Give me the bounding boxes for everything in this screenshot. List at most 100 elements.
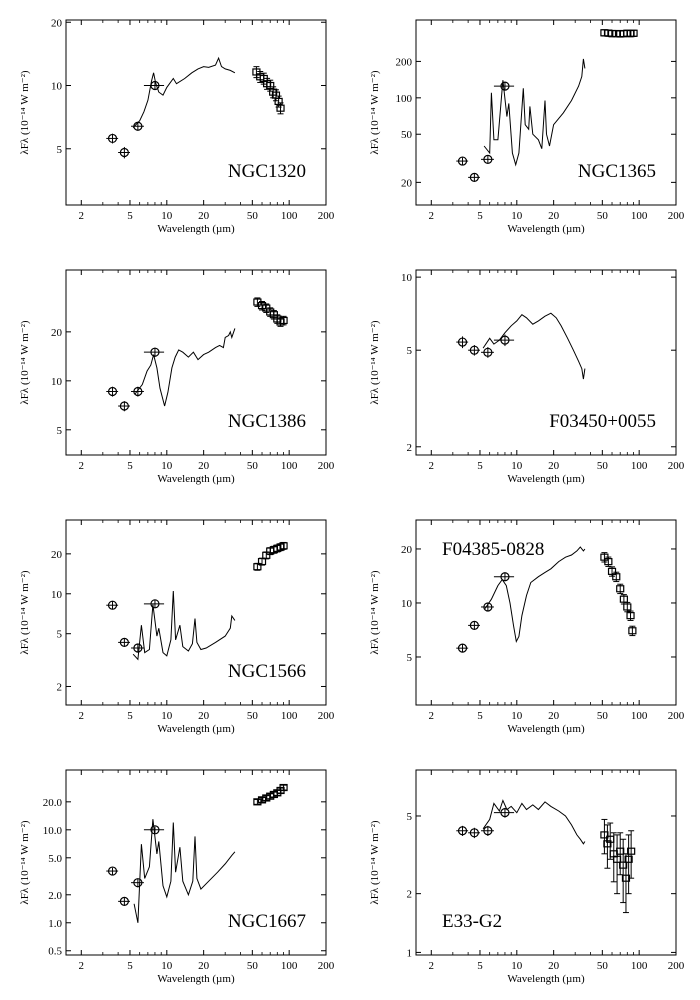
- x-tick-label: 5: [127, 710, 133, 722]
- y-tick-label: 5: [407, 811, 413, 823]
- y-axis-label: λFλ (10⁻¹⁴ W m⁻²): [369, 820, 381, 904]
- far-ir-point: [257, 796, 267, 804]
- far-ir-point: [612, 571, 621, 583]
- y-tick-label: 100: [396, 93, 413, 105]
- plot-frame: [415, 519, 677, 706]
- x-tick-label: 20: [548, 960, 560, 972]
- x-axis-label: Wavelength (µm): [157, 973, 235, 985]
- photometry-point: [481, 825, 494, 836]
- panel-ngc1667: 2 5 10 20 50 100 200 0.5 1.0 2.0 5.0 10.0 20.0 Wavele…: [19, 769, 335, 985]
- far-ir-point: [253, 798, 262, 806]
- x-tick-label: 5: [127, 960, 133, 972]
- photometry-point: [131, 878, 144, 888]
- far-ir-marker: [616, 585, 625, 593]
- y-tick-label: 5.0: [48, 853, 62, 865]
- y-tick-label: 5: [57, 629, 63, 641]
- photometry-point: [143, 80, 165, 91]
- y-tick-label: 20: [51, 17, 63, 29]
- x-axis-label: Wavelength (µm): [157, 223, 235, 235]
- x-tick-label: 2: [79, 460, 85, 472]
- far-ir-marker: [629, 29, 638, 37]
- point-marker: [457, 156, 468, 166]
- point-marker: [133, 121, 143, 131]
- photometry-point: [131, 386, 144, 397]
- far-ir-point: [629, 29, 638, 37]
- photometry-point: [118, 146, 130, 159]
- photometry-point: [481, 602, 494, 612]
- point-marker: [107, 600, 118, 610]
- spectrum-line: [132, 56, 236, 129]
- y-tick-label: 5: [57, 425, 63, 437]
- y-tick-label: 10: [51, 589, 63, 601]
- far-ir-point: [279, 315, 288, 326]
- x-tick-label: 200: [318, 460, 335, 472]
- point-marker: [500, 335, 510, 345]
- y-tick-label: 50: [401, 129, 413, 141]
- photometry-point: [118, 896, 130, 906]
- far-ir-marker: [604, 558, 613, 566]
- far-ir-point: [279, 783, 288, 792]
- far-ir-point: [276, 102, 285, 115]
- far-ir-marker: [607, 29, 617, 38]
- x-axis-label: Wavelength (µm): [507, 473, 585, 485]
- point-marker: [107, 133, 118, 144]
- photometry-point: [456, 156, 469, 166]
- x-tick-label: 100: [631, 710, 648, 722]
- far-ir-marker: [616, 847, 625, 855]
- spectrum-line: [483, 58, 586, 167]
- x-tick-label: 2: [429, 460, 435, 472]
- photometry-point: [118, 637, 130, 647]
- far-ir-point: [627, 830, 636, 879]
- far-ir-marker: [274, 97, 283, 106]
- y-tick-label: 2: [407, 442, 413, 454]
- object-name-label: F03450+0055: [549, 411, 656, 432]
- x-tick-label: 20: [198, 460, 210, 472]
- photometry-point: [468, 620, 480, 630]
- x-tick-label: 100: [631, 960, 648, 972]
- far-ir-point: [607, 566, 617, 577]
- point-marker: [500, 81, 510, 91]
- x-tick-label: 5: [477, 960, 483, 972]
- y-tick-label: 1.0: [48, 918, 62, 930]
- far-ir-marker: [257, 796, 267, 804]
- far-ir-marker: [623, 603, 632, 611]
- far-ir-marker: [603, 840, 612, 848]
- spectrum-line: [482, 799, 586, 845]
- photometry-point: [131, 121, 144, 131]
- object-name-label: NGC1365: [578, 161, 656, 182]
- far-ir-point: [616, 583, 625, 595]
- plot-frame: [415, 269, 677, 456]
- x-tick-label: 100: [281, 710, 298, 722]
- x-tick-label: 50: [597, 460, 609, 472]
- x-tick-label: 5: [477, 460, 483, 472]
- x-tick-label: 20: [198, 960, 210, 972]
- x-tick-label: 20: [198, 210, 210, 222]
- x-tick-label: 2: [429, 710, 435, 722]
- point-marker: [150, 825, 160, 835]
- x-tick-label: 2: [79, 960, 85, 972]
- x-tick-label: 20: [548, 710, 560, 722]
- point-marker: [469, 172, 479, 182]
- x-axis-label: Wavelength (µm): [507, 723, 585, 735]
- x-tick-label: 5: [127, 460, 133, 472]
- spectrum-line: [484, 546, 586, 644]
- y-axis-label: λFλ (10⁻¹⁴ W m⁻²): [369, 570, 381, 654]
- object-name-label: F04385-0828: [442, 539, 544, 560]
- far-ir-marker: [619, 861, 628, 869]
- far-ir-marker: [600, 831, 609, 839]
- x-tick-label: 10: [511, 960, 523, 972]
- x-tick-label: 50: [247, 710, 259, 722]
- x-tick-label: 20: [198, 710, 210, 722]
- y-tick-label: 2.0: [48, 890, 62, 902]
- far-ir-marker: [607, 567, 617, 575]
- far-ir-marker: [279, 316, 288, 325]
- plot-frame: [65, 19, 327, 206]
- x-tick-label: 10: [511, 710, 523, 722]
- far-ir-marker: [257, 557, 267, 566]
- far-ir-marker: [624, 855, 633, 863]
- far-ir-marker: [619, 595, 628, 603]
- object-name-label: NGC1320: [228, 161, 306, 182]
- far-ir-marker: [612, 573, 621, 581]
- point-marker: [483, 602, 493, 612]
